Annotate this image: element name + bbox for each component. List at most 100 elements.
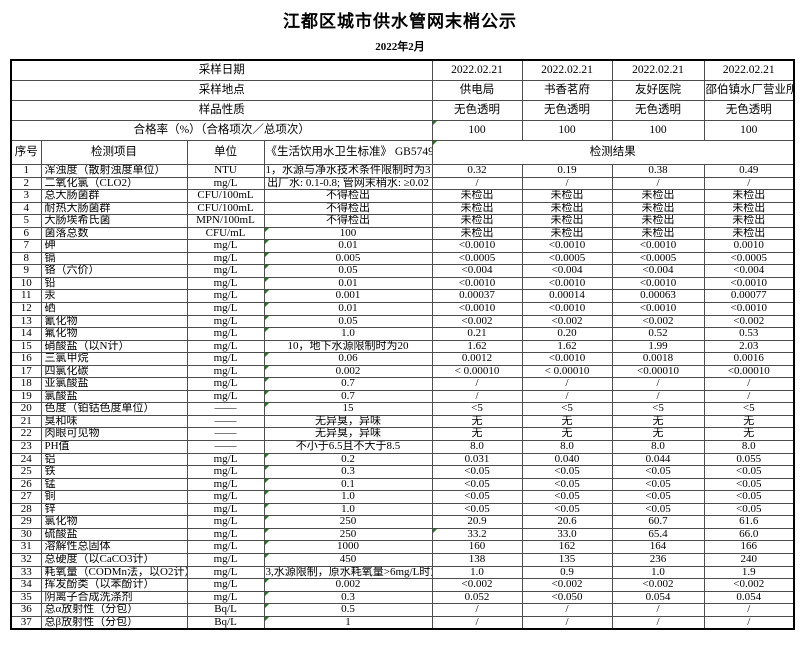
row-standard: 不得检出 xyxy=(263,189,433,203)
row-result: 未检出 xyxy=(703,201,795,216)
row-standard: 1.0 xyxy=(263,502,433,517)
row-standard: 0.001 xyxy=(263,289,433,303)
row-seq: 37 xyxy=(10,615,42,630)
row-result: 未检出 xyxy=(521,201,613,216)
row-result: / xyxy=(521,377,613,391)
row-seq: 11 xyxy=(10,289,42,303)
row-result: <0.0010 xyxy=(521,352,613,366)
row-item: 氟化物 xyxy=(40,327,188,341)
row-result: <0.002 xyxy=(611,314,705,329)
table-row: 7 砷 mg/L 0.01 <0.0010 <0.0010 <0.0010 0.0010 xyxy=(10,239,795,253)
column-header-section: 序号 检测项目 单位 《生活饮用水卫生标准》 GB5749 检测结果 xyxy=(10,140,795,165)
row-standard: 0.7 xyxy=(263,389,433,404)
row-result: 0.21 xyxy=(431,327,523,341)
row-result: <0.05 xyxy=(703,465,795,479)
table-row: 10 铅 mg/L 0.01 <0.0010 <0.0010 <0.0010 <0.0010 xyxy=(10,276,795,291)
row-result: 2.03 xyxy=(703,339,795,354)
row-item: 耐热大肠菌群 xyxy=(40,201,188,216)
info-value: 友好医院 xyxy=(611,80,705,101)
row-result: 0.055 xyxy=(703,452,795,467)
row-result: 236 xyxy=(611,552,705,567)
table-row: 14 氟化物 mg/L 1.0 0.21 0.20 0.52 0.53 xyxy=(10,327,795,341)
row-seq: 29 xyxy=(10,515,42,529)
row-unit: mg/L xyxy=(186,465,265,479)
row-unit: mg/L xyxy=(186,239,265,253)
row-seq: 19 xyxy=(10,389,42,404)
info-value: 2022.02.21 xyxy=(521,59,613,81)
row-seq: 30 xyxy=(10,527,42,542)
row-unit: mg/L xyxy=(186,477,265,492)
row-result: 0.20 xyxy=(521,327,613,341)
row-result: 未检出 xyxy=(431,189,523,203)
table-row: 33 耗氧量（CODMn法，以O2计） mg/L 3,水源限制，原水耗氧量>6mg/L… xyxy=(10,565,795,580)
row-seq: 13 xyxy=(10,314,42,329)
row-unit: CFU/mL xyxy=(186,226,265,241)
row-unit: mg/L xyxy=(186,176,265,191)
row-unit: mg/L xyxy=(186,289,265,303)
table-row: 23 PH值 —— 不小于6.5且不大于8.5 8.0 8.0 8.0 8.0 xyxy=(10,440,795,454)
row-result: / xyxy=(431,389,523,404)
info-label: 采样日期 xyxy=(10,59,433,81)
row-seq: 9 xyxy=(10,264,42,278)
row-standard: 0.002 xyxy=(263,578,433,592)
row-seq: 35 xyxy=(10,590,42,605)
row-item: 氰化物 xyxy=(40,314,188,329)
row-result: 0.32 xyxy=(431,164,523,178)
row-seq: 36 xyxy=(10,603,42,617)
row-result: <0.05 xyxy=(431,490,523,504)
row-result: <0.05 xyxy=(611,502,705,517)
info-value: 2022.02.21 xyxy=(611,59,705,81)
row-item: 氯化物 xyxy=(40,515,188,529)
table-row: 9 铬（六价） mg/L 0.05 <0.004 <0.004 <0.004 <0.004 xyxy=(10,264,795,278)
row-unit: Bq/L xyxy=(186,603,265,617)
table-row: 5 大肠埃希氏菌 MPN/100mL 不得检出 未检出 未检出 未检出 未检出 xyxy=(10,214,795,228)
row-item: 镉 xyxy=(40,251,188,266)
row-seq: 5 xyxy=(10,214,42,228)
sample-info-row: 样品性质 无色透明 无色透明 无色透明 无色透明 xyxy=(10,100,795,121)
row-result: 1.0 xyxy=(611,565,705,580)
row-result: <0.050 xyxy=(521,590,613,605)
row-standard: 0.5 xyxy=(263,603,433,617)
col-header-seq: 序号 xyxy=(10,140,42,165)
row-unit: mg/L xyxy=(186,314,265,329)
row-result: / xyxy=(431,615,523,630)
row-result: 135 xyxy=(521,552,613,567)
row-seq: 33 xyxy=(10,565,42,580)
row-item: 硫酸盐 xyxy=(40,527,188,542)
row-unit: CFU/100mL xyxy=(186,189,265,203)
table-row: 3 总大肠菌群 CFU/100mL 不得检出 未检出 未检出 未检出 未检出 xyxy=(10,189,795,203)
row-result: 1.9 xyxy=(703,565,795,580)
row-unit: mg/L xyxy=(186,302,265,316)
row-result: <0.05 xyxy=(521,490,613,504)
table-row: 25 铁 mg/L 0.3 <0.05 <0.05 <0.05 <0.05 xyxy=(10,465,795,479)
row-seq: 2 xyxy=(10,176,42,191)
row-item: 溶解性总固体 xyxy=(40,540,188,554)
table-row: 29 氯化物 mg/L 250 20.9 20.6 60.7 61.6 xyxy=(10,515,795,529)
table-row: 31 溶解性总固体 mg/L 1000 160 162 164 166 xyxy=(10,540,795,554)
row-standard: 不得检出 xyxy=(263,201,433,216)
info-value: 100 xyxy=(703,120,795,141)
row-result: / xyxy=(431,176,523,191)
table-row: 34 挥发酚类（以苯酚计） mg/L 0.002 <0.002 <0.002 <0.002 <… xyxy=(10,578,795,592)
row-seq: 10 xyxy=(10,276,42,291)
row-result: 8.0 xyxy=(703,440,795,454)
table-row: 21 臭和味 —— 无异臭，异味无无无无 xyxy=(10,414,795,429)
row-unit: —— xyxy=(186,427,265,442)
table-row: 18 亚氯酸盐 mg/L 0.7// / / xyxy=(10,377,795,391)
row-result: 未检出 xyxy=(611,201,705,216)
row-result: 1.0 xyxy=(431,565,523,580)
row-result: 0.9 xyxy=(521,565,613,580)
info-value: 100 xyxy=(611,120,705,141)
info-value: 无色透明 xyxy=(703,100,795,121)
row-standard: 1.0 xyxy=(263,490,433,504)
row-result: 0.054 xyxy=(611,590,705,605)
row-item: 总β放射性（分包） xyxy=(40,615,188,630)
row-seq: 14 xyxy=(10,327,42,341)
row-result: 未检出 xyxy=(703,214,795,228)
row-item: 三氯甲烷 xyxy=(40,352,188,366)
row-result: 0.38 xyxy=(611,164,705,178)
row-unit: —— xyxy=(186,440,265,454)
row-result: <0.002 xyxy=(521,578,613,592)
row-standard: 0.002 xyxy=(263,364,433,379)
